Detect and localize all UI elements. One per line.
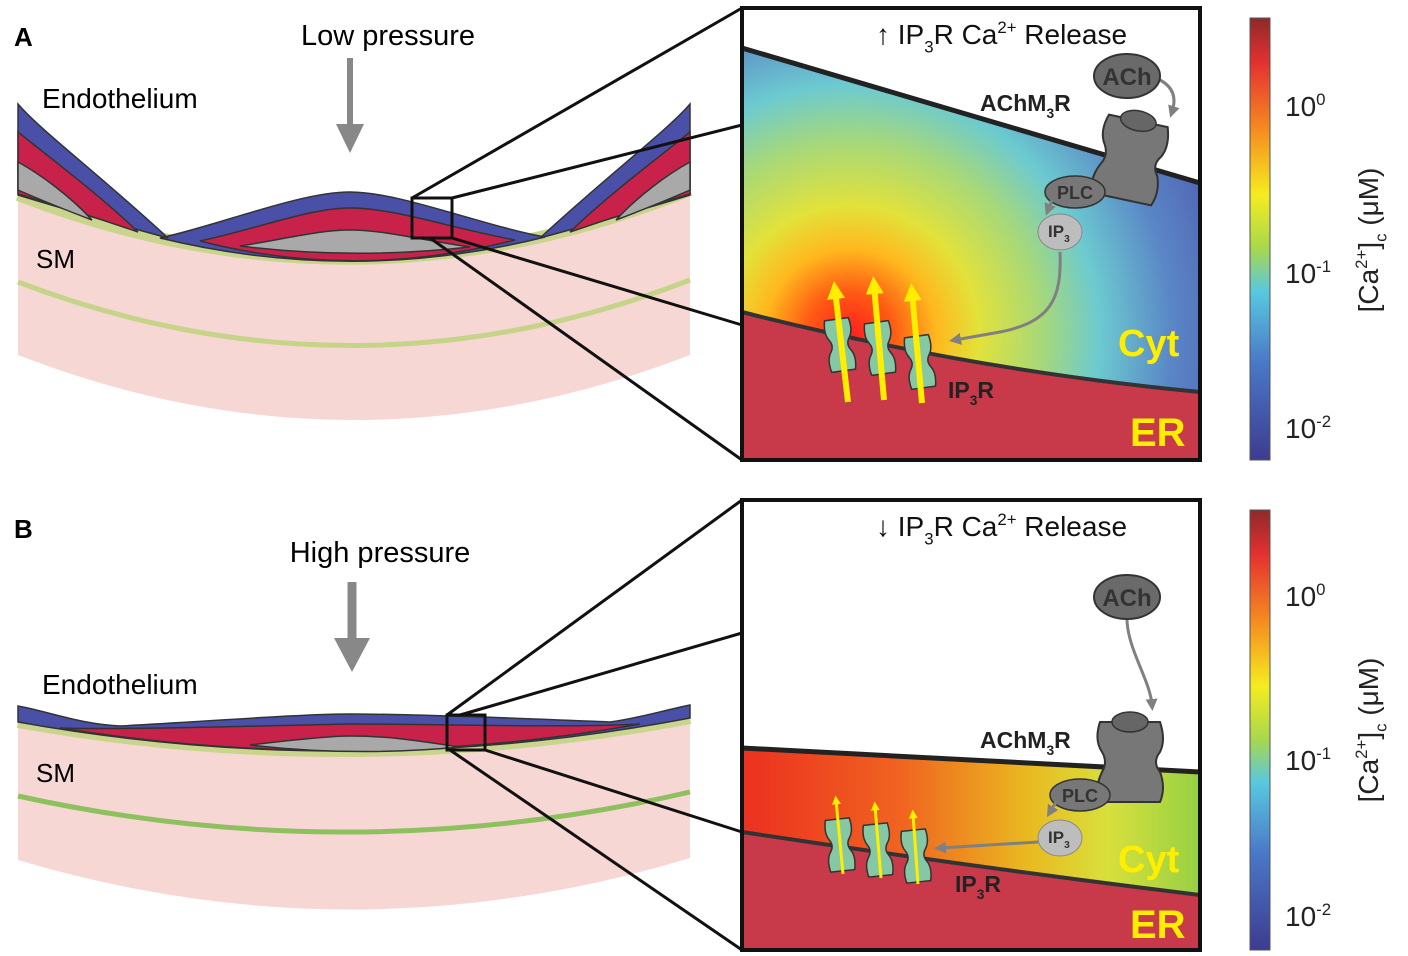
- er-label: ER: [1130, 903, 1186, 947]
- enzyme-label: PLC: [1062, 786, 1098, 806]
- messenger-label-part: IP: [1048, 222, 1064, 241]
- inset-title-part: ↓ IP: [876, 511, 924, 542]
- colorbar-tick-label-part: -1: [1316, 744, 1331, 763]
- colorbar-tick-label: 10-1: [1285, 257, 1331, 289]
- messenger-label-part: 3: [1064, 840, 1070, 851]
- pressure-label: High pressure: [290, 537, 471, 569]
- colorbar-label-part: (μM): [1353, 658, 1384, 724]
- colorbar-tick-label-part: -1: [1316, 257, 1331, 276]
- page: ALow pressureEndotheliumSMAChPLCIP3↑ IP3…: [0, 0, 1408, 956]
- channel-label-part: R: [977, 377, 994, 403]
- receptor-label-part: AChM: [980, 727, 1046, 753]
- pressure-arrow-head: [336, 124, 364, 153]
- messenger-label-part: 3: [1064, 234, 1070, 245]
- zoom-line: [447, 500, 742, 715]
- ligand-label: ACh: [1102, 64, 1151, 91]
- er-label: ER: [1130, 411, 1186, 455]
- panel-label: B: [14, 514, 33, 544]
- sm-label: SM: [36, 758, 75, 788]
- inset-title-part: R Ca: [934, 511, 998, 542]
- colorbar-label-part: ]: [1353, 732, 1384, 740]
- colorbar-label-part: (μM): [1353, 168, 1384, 234]
- colorbar-tick-label-part: 0: [1316, 90, 1325, 109]
- endothelium-label: Endothelium: [42, 83, 198, 114]
- colorbar-tick-label: 10-2: [1285, 900, 1331, 932]
- panel: BHigh pressureEndotheliumSMAChPLCIP3↓ IP…: [14, 500, 1390, 950]
- colorbar-tick-label-part: 0: [1316, 580, 1325, 599]
- receptor-label-part: R: [1054, 727, 1071, 753]
- channel-label-part: IP: [948, 377, 970, 403]
- colorbar-tick-label: 10-2: [1285, 412, 1331, 444]
- colorbar-tick-label-part: 10: [1285, 258, 1316, 289]
- colorbar: [1250, 510, 1270, 950]
- inset-title-part: 2+: [997, 18, 1016, 37]
- colorbar-label-part: c: [1371, 724, 1390, 732]
- colorbar-label-part: [Ca: [1353, 268, 1384, 312]
- colorbar-tick-label: 100: [1285, 90, 1326, 122]
- colorbar-label-part: 2+: [1352, 740, 1371, 759]
- panel: ALow pressureEndotheliumSMAChPLCIP3↑ IP3…: [14, 8, 1390, 460]
- inset-title-part: ↑ IP: [876, 19, 924, 50]
- pressure-label: Low pressure: [301, 20, 475, 52]
- pressure-arrow-head: [334, 638, 370, 672]
- enzyme-label: PLC: [1057, 183, 1093, 203]
- receptor-cap: [1112, 712, 1148, 732]
- cytosol-label: Cyt: [1118, 323, 1180, 365]
- inset-title-part: R Ca: [934, 19, 998, 50]
- colorbar-label-part: c: [1371, 234, 1390, 242]
- inset-title-part: 3: [924, 37, 933, 56]
- colorbar-tick-label-part: 10: [1285, 901, 1316, 932]
- colorbar: [1250, 18, 1270, 460]
- figure: ALow pressureEndotheliumSMAChPLCIP3↑ IP3…: [0, 0, 1408, 956]
- colorbar-tick-label-part: 10: [1285, 745, 1316, 776]
- inset-title-part: Release: [1017, 511, 1128, 542]
- inset-title-part: 3: [924, 529, 933, 548]
- colorbar-label: [Ca2+]c (μM): [1352, 168, 1391, 313]
- colorbar-label: [Ca2+]c (μM): [1352, 658, 1391, 803]
- receptor-label-part: AChM: [980, 90, 1046, 116]
- colorbar-tick-label: 10-1: [1285, 744, 1331, 776]
- ligand-label: ACh: [1102, 585, 1151, 612]
- colorbar-tick-label: 100: [1285, 580, 1326, 612]
- colorbar-tick-label-part: -2: [1316, 412, 1331, 431]
- colorbar-tick-label-part: 10: [1285, 581, 1316, 612]
- channel-label-part: R: [984, 871, 1001, 897]
- cytosol-label: Cyt: [1118, 839, 1180, 881]
- inset-title-part: 2+: [997, 510, 1016, 529]
- sm-label: SM: [36, 244, 75, 274]
- messenger-label-part: IP: [1048, 828, 1064, 847]
- colorbar-label-part: ]: [1353, 242, 1384, 250]
- inset-title-part: Release: [1017, 19, 1128, 50]
- panel-label: A: [14, 22, 33, 52]
- colorbar-tick-label-part: -2: [1316, 900, 1331, 919]
- colorbar-label-part: 2+: [1352, 250, 1371, 269]
- colorbar-tick-label-part: 10: [1285, 413, 1316, 444]
- colorbar-label-part: [Ca: [1353, 758, 1384, 802]
- receptor-label-part: R: [1054, 90, 1071, 116]
- colorbar-tick-label-part: 10: [1285, 91, 1316, 122]
- channel-label-part: IP: [955, 871, 977, 897]
- endothelium-label: Endothelium: [42, 669, 198, 700]
